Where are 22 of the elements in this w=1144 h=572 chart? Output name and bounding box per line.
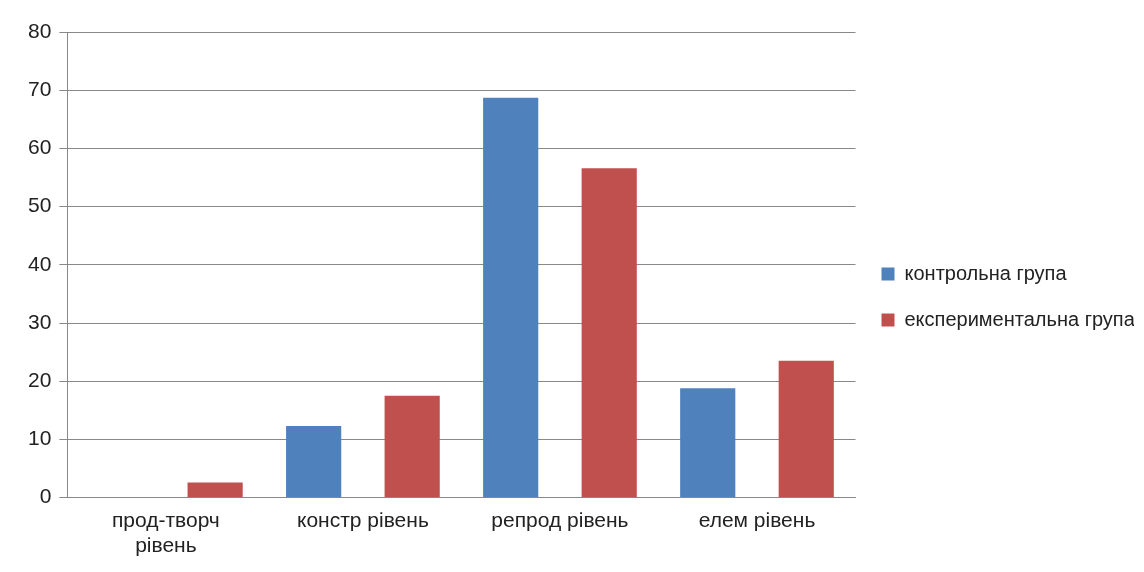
bar [187, 482, 243, 498]
x-tick-label: репрод рівень [491, 508, 629, 531]
legend-label: експериментальна група [904, 307, 1136, 330]
bar [680, 388, 736, 498]
bar [778, 360, 834, 498]
y-tick-label: 0 [39, 484, 52, 508]
x-tick-label: елем рівень [698, 508, 816, 531]
y-tick-label: 70 [28, 77, 52, 100]
bar [483, 97, 539, 498]
y-tick-label: 30 [28, 309, 52, 333]
legend-label: контрольна група [904, 261, 1068, 284]
y-tick-label: 80 [28, 18, 52, 42]
y-tick-label: 20 [28, 368, 52, 391]
bar [384, 395, 440, 498]
bar [286, 426, 342, 498]
y-tick-label: 40 [28, 251, 52, 275]
y-tick-label: 50 [28, 193, 52, 217]
y-tick-label: 10 [28, 426, 52, 450]
x-tick-label: констр рівень [297, 508, 429, 531]
y-tick-label: 60 [28, 135, 52, 159]
x-tick-label: прод-творч рівень [111, 508, 220, 557]
bar [581, 168, 637, 498]
